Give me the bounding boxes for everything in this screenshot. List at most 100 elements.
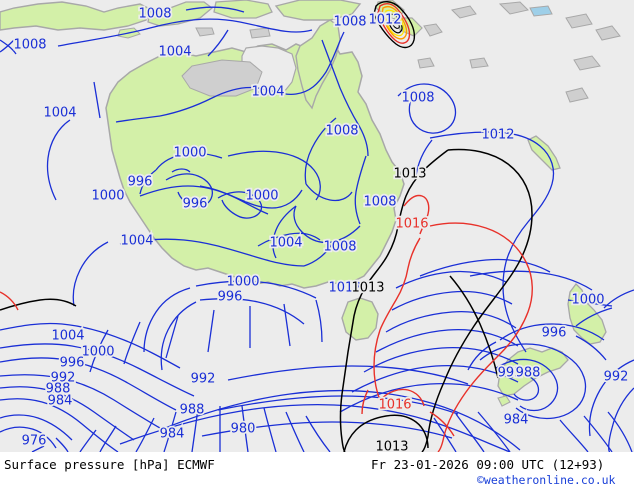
map-footer: Surface pressure [hPa] ECMWF Fr 23-01-20… (0, 452, 634, 490)
isobar-1004-top (207, 29, 229, 57)
contour-label-halo: 996 (128, 175, 153, 190)
isobar-988-mid (119, 404, 511, 452)
contour-label-halo: 988 (46, 382, 71, 397)
contour-label: 996 (60, 356, 85, 371)
contour-label: 984 (160, 427, 185, 442)
contour-label: 996 (183, 197, 208, 212)
contour-label-halo: 1008 (138, 7, 171, 22)
footer-credit: ©weatheronline.co.uk (477, 473, 616, 487)
isobar-996-thread (199, 185, 269, 215)
land-island-b (195, 27, 215, 37)
contour-label: 1008 (13, 38, 46, 53)
isobar-996-cell1 (165, 173, 214, 208)
isobar-996-nz (499, 323, 605, 341)
land-islet-f (565, 13, 593, 29)
contour-label: 980 (231, 422, 256, 437)
isobar-pack-2 (263, 407, 277, 452)
isobar-976-so (0, 426, 57, 449)
contour-label-halo: 1008 (333, 15, 366, 30)
isobar-pack-7 (135, 417, 155, 452)
isobar-tasman-c (385, 310, 517, 333)
isobar-layer-1016 (0, 194, 533, 452)
isobar-1004-nw-tail (46, 119, 71, 201)
isobar-1016-left-wisp (0, 291, 19, 311)
isobar-1004-south (119, 238, 305, 267)
contour-label: 1008 (138, 7, 171, 22)
contour-label-halo: 992 (51, 371, 76, 386)
isobar-996-bight (199, 298, 305, 325)
isobar-1000-up (155, 152, 223, 171)
isobar-tasman-a (395, 270, 507, 289)
isobar-1013-tasman-left (0, 298, 77, 311)
contour-label: 988 (180, 403, 205, 418)
contour-label-halo: 1008 (325, 124, 358, 139)
isobar-se-4 (207, 309, 215, 353)
land-papua (274, 0, 362, 21)
land-nw-interior (181, 59, 263, 97)
contour-label-halo: 1008 (401, 91, 434, 106)
isobar-layer-1013 (0, 148, 533, 452)
isobar-1008-qld2 (354, 155, 367, 225)
isobar-layer-blue (0, 6, 634, 452)
land-islet-j (417, 57, 435, 69)
isobar-1000-so (0, 343, 195, 397)
isobar-1008-inner (305, 183, 353, 202)
contour-label: 1016 (378, 398, 411, 413)
isobar-992-far-east2 (608, 387, 634, 452)
contour-label: 996 (128, 175, 153, 190)
contour-label: 1012 (368, 13, 401, 28)
isobar-pack-6 (163, 411, 177, 452)
contour-label: 976 (22, 434, 47, 449)
isobar-1000-nz (567, 299, 613, 307)
land-islet-d (498, 1, 529, 15)
contour-label: 1000 (173, 146, 206, 161)
pressure-map[interactable]: 1008 1008 1008 1008 1004 1004 1008 1008 1012 1012… (0, 0, 634, 452)
isobar-tasman-f (351, 364, 519, 393)
isobar-tasman-e (363, 346, 519, 373)
isobar-1016-outer (429, 222, 533, 452)
isobar-1000-bight2 (143, 287, 191, 353)
contour-label-halo: 1013 (351, 281, 384, 296)
isobar-1013-qld-coast (339, 149, 449, 452)
contour-label: 1004 (251, 85, 284, 100)
contour-label: 1004 (51, 329, 84, 344)
isobar-1008-s (293, 205, 361, 244)
contour-label-halo: 1016 (378, 398, 411, 413)
isobar-1012-coral (429, 131, 555, 353)
cyclone-ring-outer (373, 1, 416, 49)
contour-label-halo: 992 (498, 366, 523, 381)
isobar-pack-14 (607, 411, 633, 452)
isobar-996-so (0, 357, 177, 411)
contour-label-halo: 992 (191, 372, 216, 387)
isobar-pack-10 (455, 413, 485, 452)
contour-label-halo: 1000 (571, 293, 604, 308)
land-indonesia (0, 1, 153, 31)
contour-label-halo: 1000 (173, 146, 206, 161)
isobar-1013-main (421, 148, 533, 452)
contour-label: 1012 (481, 128, 514, 143)
contour-label-halo: 984 (504, 413, 529, 428)
contour-label: 1000 (81, 345, 114, 360)
contour-label: 988 (516, 366, 541, 381)
isobar-988-so (0, 386, 135, 441)
isobar-1008-nw2 (0, 39, 15, 53)
contour-label-halo: 980 (231, 422, 256, 437)
land-cape-york (295, 19, 341, 110)
contour-label: 984 (48, 394, 73, 409)
isobar-tasman-d (375, 328, 519, 353)
contour-label: 1012 (328, 281, 361, 296)
contour-label: 1000 (571, 293, 604, 308)
contour-label: 992 (604, 370, 629, 385)
isobar-1012-in (415, 139, 433, 177)
isobar-1016-ridge (403, 194, 430, 235)
isobar-1008-qld (321, 39, 369, 157)
contour-label-halo: 1000 (81, 345, 114, 360)
isobar-1004-east (257, 232, 321, 247)
contour-label: 1008 (333, 15, 366, 30)
contour-label: 1008 (325, 124, 358, 139)
contour-label: 1000 (245, 189, 278, 204)
isobar-996-nz3 (575, 335, 607, 361)
tropical-cyclone-contours (373, 1, 416, 49)
contour-label: 1008 (401, 91, 434, 106)
